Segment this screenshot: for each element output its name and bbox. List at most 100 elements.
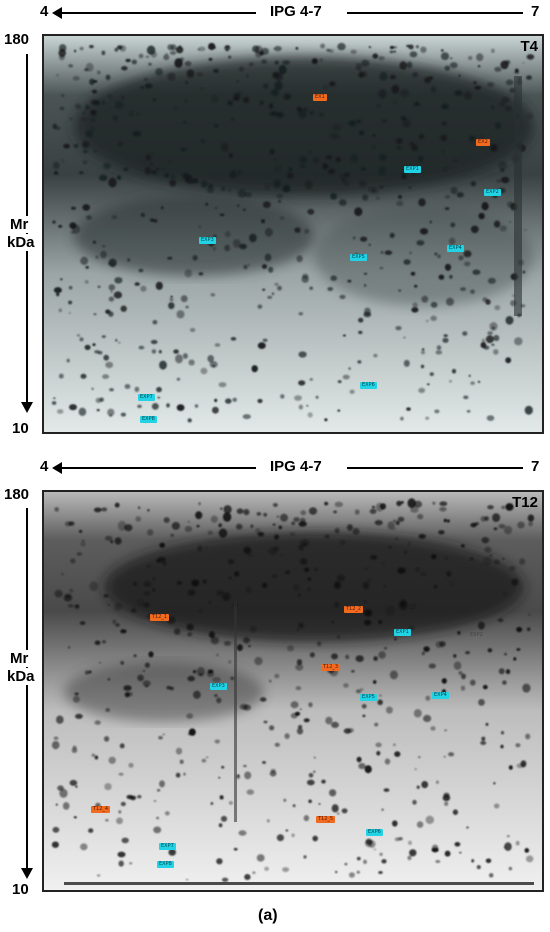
gel-spot <box>159 542 165 548</box>
gel-spot <box>412 799 417 805</box>
gel-spot <box>269 679 272 683</box>
gel-spot <box>180 295 188 303</box>
panel-label-t4: T4 <box>520 38 538 55</box>
gel-spot <box>96 409 100 412</box>
gel-spot <box>418 756 421 759</box>
kda-axis-label: kDa <box>5 234 37 251</box>
gel-spot <box>236 644 243 651</box>
gel-spot <box>114 537 122 545</box>
gel-spot <box>264 866 269 871</box>
gel-spot <box>150 163 153 166</box>
gel-spot <box>470 381 475 386</box>
gel-spot <box>101 507 108 512</box>
gel-spot <box>117 45 123 50</box>
gel-spot <box>187 418 192 423</box>
gel-spot <box>145 55 150 58</box>
gel-spot <box>85 265 89 269</box>
gel-spot <box>105 361 114 369</box>
gel-spot <box>439 641 446 647</box>
gel-spot <box>485 858 492 864</box>
gel-spot <box>444 65 451 71</box>
gel-spot <box>145 154 152 161</box>
gel-spot <box>411 144 419 152</box>
gel-spot <box>131 59 137 65</box>
gel-spot <box>482 297 488 302</box>
gel-spot <box>406 61 413 69</box>
gel-spot <box>418 133 425 140</box>
gel-spot <box>148 62 152 66</box>
gel-spot <box>137 674 144 682</box>
gel-spot <box>375 742 382 748</box>
gel-spot <box>464 91 472 100</box>
gel-spot <box>508 866 513 871</box>
gel-spot <box>282 867 289 872</box>
gel-spot <box>58 308 62 313</box>
gel-spot <box>208 631 215 639</box>
gel-spot <box>214 694 218 697</box>
gel-spot <box>193 690 201 699</box>
gel-spot <box>243 509 250 516</box>
gel-spot <box>454 90 463 96</box>
gel-spot <box>480 516 487 522</box>
gel-spot <box>302 273 309 279</box>
gel-spot <box>82 140 90 149</box>
gel-spot <box>400 89 409 97</box>
gel-spot <box>74 103 82 110</box>
gel-spot <box>504 525 512 535</box>
gel-spot <box>299 156 308 164</box>
gel-spot <box>325 716 333 725</box>
gel-spot <box>295 686 302 691</box>
gel-spot <box>128 692 133 697</box>
gel-spot <box>121 837 129 844</box>
gel-spot <box>180 57 184 61</box>
gel-spot <box>269 111 278 117</box>
gel-spot <box>68 64 74 68</box>
gel-spot <box>84 344 91 350</box>
gel-spot <box>175 46 184 54</box>
gel-spot <box>84 280 89 284</box>
gel-spot <box>376 751 381 756</box>
gel-spot <box>522 683 531 693</box>
marker-exp6: EXP6 <box>360 382 377 389</box>
gel-spot <box>207 530 213 535</box>
gel-spot <box>303 855 307 859</box>
gel-spot <box>187 521 190 523</box>
gel-spot <box>283 798 287 802</box>
gel-spot <box>158 736 163 740</box>
gel-spot <box>230 676 235 680</box>
gel-spot <box>105 819 109 822</box>
gel-spot <box>72 76 80 81</box>
gel-spot <box>445 557 448 560</box>
gel-spot <box>243 637 250 644</box>
gel-spot <box>443 756 446 758</box>
gel-spot <box>345 654 350 660</box>
gel-spot <box>300 164 306 168</box>
gel-spot <box>176 310 185 319</box>
marker-t12-2: T12_2 <box>344 606 364 613</box>
gel-spot <box>491 343 495 346</box>
gel-spot <box>59 44 67 52</box>
gel-spot <box>198 272 204 276</box>
gel-spot <box>117 520 127 531</box>
gel-spot <box>299 708 302 710</box>
gel-spot <box>425 416 430 420</box>
gel-spot <box>444 207 450 211</box>
gel-spot <box>75 713 83 719</box>
gel-spot <box>126 794 134 800</box>
mr-bottom-label: 10 <box>12 881 29 898</box>
gel-spot <box>395 537 398 540</box>
gel-spot <box>152 98 156 102</box>
gel-spot <box>74 605 80 610</box>
gel-spot <box>439 501 448 506</box>
gel-spot <box>298 351 307 358</box>
gel-spot <box>246 587 252 593</box>
gel-spot <box>393 743 396 747</box>
gel-spot <box>378 871 383 874</box>
gel-spot <box>460 685 466 691</box>
gel-spot <box>272 523 276 526</box>
gel-spot <box>127 258 131 262</box>
gel-spot <box>356 119 362 124</box>
gel-spot <box>362 582 370 589</box>
gel-spot <box>155 281 163 290</box>
gel-spot <box>527 514 535 522</box>
